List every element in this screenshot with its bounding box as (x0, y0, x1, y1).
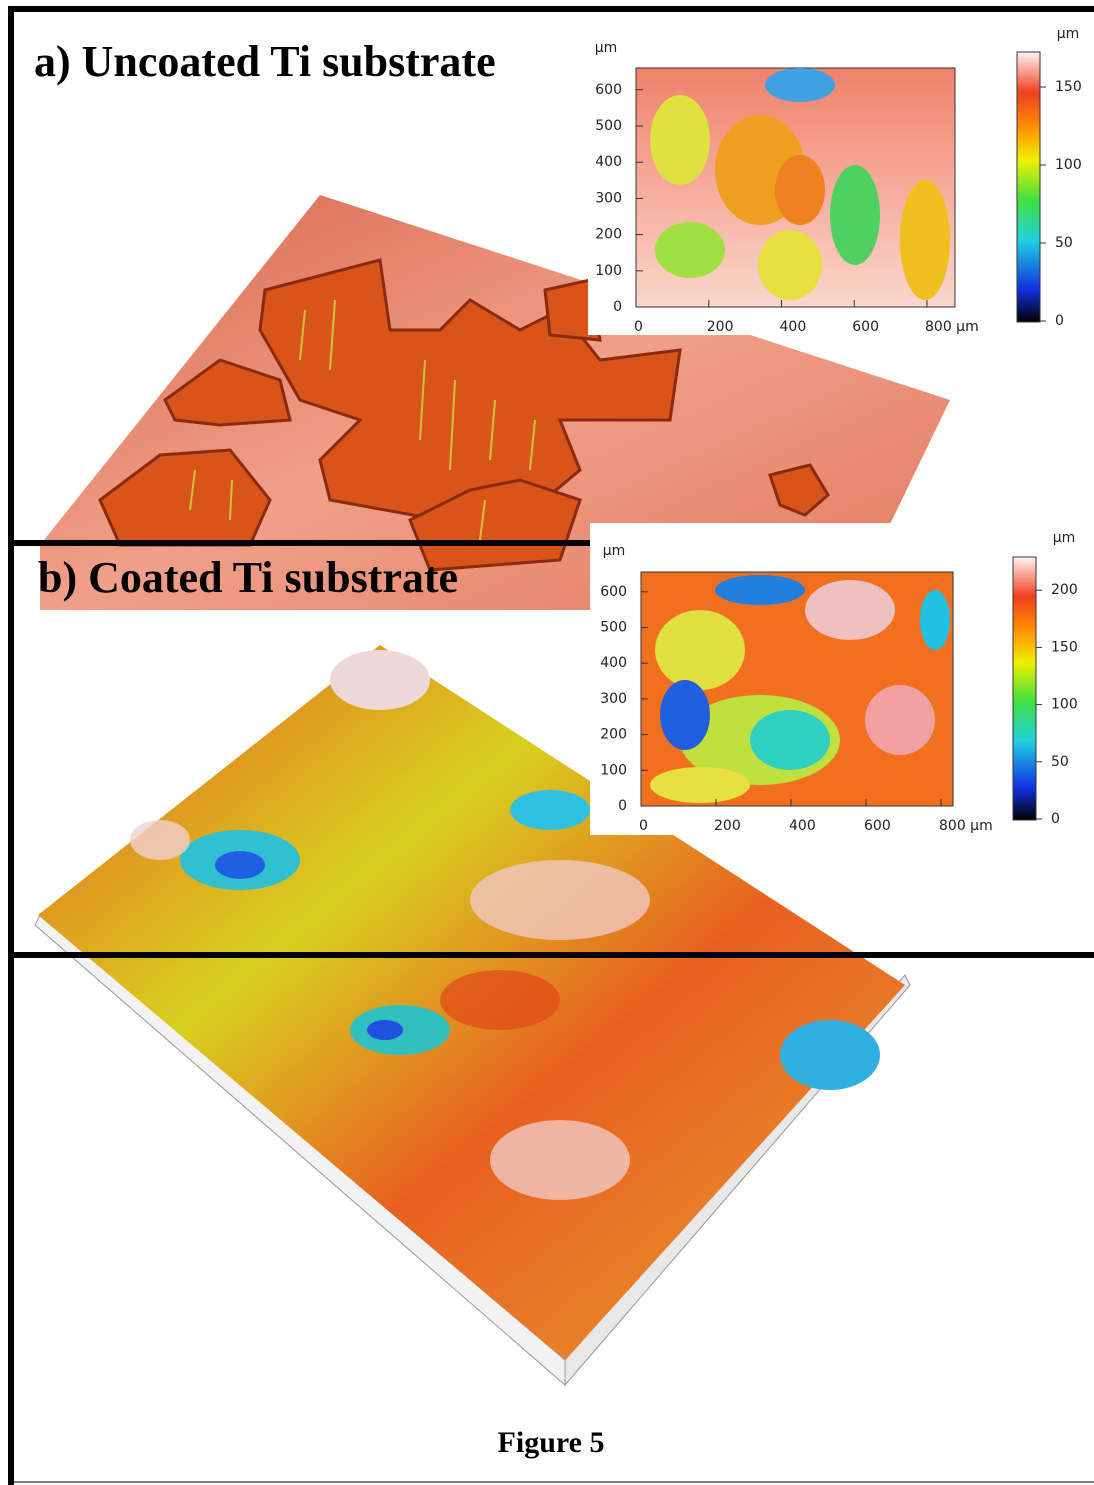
x-tick-label: 200 (707, 319, 734, 335)
colorbar-tick-label: 0 (1055, 313, 1064, 329)
height-map-b (590, 523, 980, 835)
figure-caption: Figure 5 (498, 1426, 605, 1459)
y-tick-label: 0 (618, 798, 627, 814)
map-unit: µm (595, 40, 618, 56)
panel-title: b) Coated Ti substrate (38, 553, 458, 602)
height-map-a (588, 35, 983, 335)
y-tick-label: 600 (600, 584, 627, 600)
x-tick-label: 0 (634, 319, 643, 335)
y-tick-label: 300 (595, 190, 622, 206)
colorbar-unit: µm (1053, 530, 1076, 546)
colorbar-tick-label: 0 (1051, 811, 1060, 827)
colorbar-tick-label: 100 (1051, 697, 1078, 713)
x-tick-label: 800 µm (925, 319, 979, 335)
x-tick-label: 400 (789, 818, 816, 834)
x-tick-label: 0 (639, 818, 648, 834)
y-tick-label: 200 (600, 727, 627, 743)
map-unit: µm (603, 543, 626, 559)
colorbar-tick-label: 50 (1051, 754, 1069, 770)
y-tick-label: 400 (595, 154, 622, 170)
x-tick-label: 800 µm (939, 818, 993, 834)
colorbar-tick-label: 100 (1055, 157, 1082, 173)
x-tick-label: 600 (852, 319, 879, 335)
y-tick-label: 600 (595, 82, 622, 98)
y-tick-label: 100 (600, 762, 627, 778)
colorbar-tick-label: 150 (1055, 79, 1082, 95)
y-tick-label: 300 (600, 691, 627, 707)
colorbar-tick-label: 200 (1051, 582, 1078, 598)
y-tick-label: 0 (613, 299, 622, 315)
colorbar-tick-label: 50 (1055, 235, 1073, 251)
x-tick-label: 200 (714, 818, 741, 834)
panel-title: a) Uncoated Ti substrate (34, 37, 496, 86)
y-tick-label: 500 (600, 620, 627, 636)
y-tick-label: 200 (595, 227, 622, 243)
x-tick-label: 600 (864, 818, 891, 834)
y-tick-label: 100 (595, 263, 622, 279)
x-tick-label: 400 (780, 319, 807, 335)
y-tick-label: 400 (600, 655, 627, 671)
colorbar-a (1017, 52, 1040, 322)
colorbar-b (1013, 557, 1036, 820)
figure: a) Uncoated Ti substrate b) Coated Ti su… (0, 0, 1094, 1485)
y-tick-label: 500 (595, 118, 622, 134)
colorbar-tick-label: 150 (1051, 639, 1078, 655)
colorbar-unit: µm (1057, 26, 1080, 42)
